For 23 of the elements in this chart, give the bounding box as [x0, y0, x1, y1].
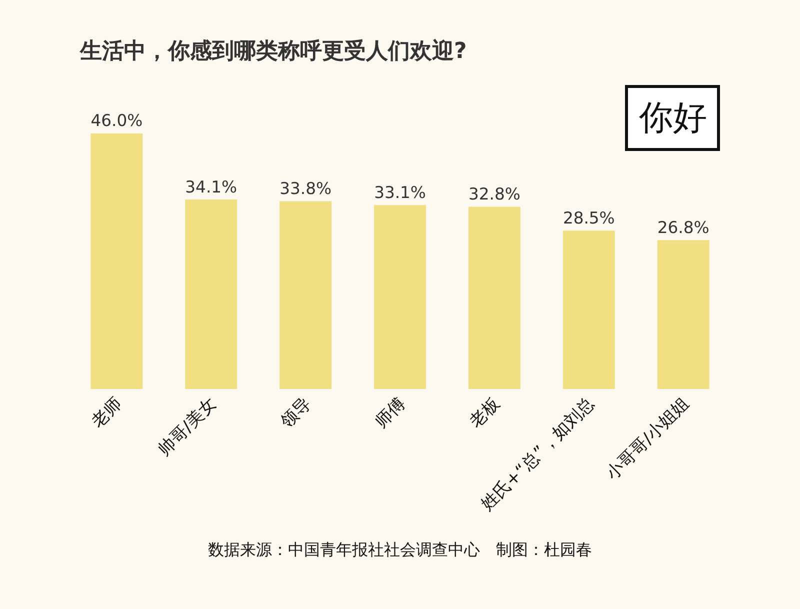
data-label: 32.8% [468, 184, 520, 204]
x-tick-label: 小哥哥/小姐姐 [602, 394, 693, 484]
x-tick-label: 帅哥/美女 [154, 394, 221, 460]
bar [468, 206, 520, 389]
x-tick-label: 老板 [466, 394, 504, 432]
bar [657, 240, 710, 389]
bar [185, 200, 238, 389]
bar [280, 201, 332, 389]
annotation: 你好 [638, 98, 707, 138]
data-label: 33.1% [374, 182, 426, 202]
bar [90, 133, 143, 389]
source-note: 数据来源：中国青年报社社会调查中心 制图：杜园春 [208, 540, 592, 559]
data-label: 33.8% [280, 178, 332, 198]
bar [562, 230, 615, 389]
chart-title: 生活中，你感到哪类称呼更受人们欢迎? [79, 38, 467, 64]
data-label: 34.1% [185, 177, 238, 196]
data-label: 26.8% [657, 218, 710, 237]
data-label: 46.0% [90, 111, 143, 130]
bar [374, 205, 426, 389]
x-tick-label: 领导 [276, 394, 316, 432]
data-label: 28.5% [562, 208, 615, 228]
x-tick-label: 老师 [88, 394, 126, 432]
x-tick-label: 师傅 [371, 394, 410, 432]
